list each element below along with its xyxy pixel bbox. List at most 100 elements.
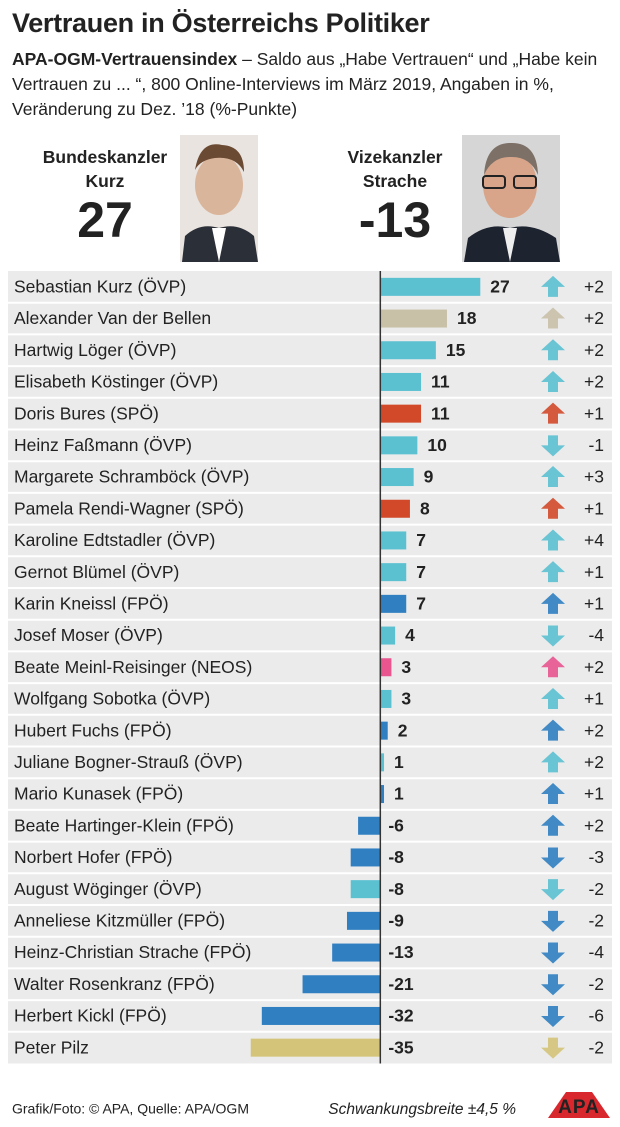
source: Grafik/Foto: © APA, Quelle: APA/OGM <box>12 1101 249 1117</box>
category-label: Peter Pilz <box>14 1037 89 1057</box>
change-label: +2 <box>584 340 604 360</box>
change-arrow <box>541 656 565 678</box>
plot-background <box>8 271 612 1064</box>
change-arrow <box>541 275 565 297</box>
logo-shape <box>548 1092 610 1118</box>
bar <box>380 563 407 582</box>
value-label: 7 <box>416 593 426 613</box>
category-label: Hartwig Löger (ÖVP) <box>14 340 176 360</box>
category-label: August Wöginger (ÖVP) <box>14 879 202 899</box>
change-arrow <box>541 497 565 519</box>
highlight-value: -13 <box>359 192 431 248</box>
change-arrow <box>541 307 565 329</box>
change-arrow <box>541 592 565 614</box>
category-label: Doris Bures (SPÖ) <box>14 403 159 423</box>
category-label: Pamela Rendi-Wagner (SPÖ) <box>14 498 244 518</box>
change-label: +2 <box>584 720 604 740</box>
value-label: -13 <box>388 942 414 962</box>
subtitle-text: – Saldo aus „Habe Vertrauen“ und „Habe k… <box>12 49 598 119</box>
bar <box>350 880 381 899</box>
value-label: 2 <box>398 720 408 740</box>
change-label: -3 <box>588 847 604 867</box>
value-label: 11 <box>431 372 450 392</box>
bar <box>380 372 422 391</box>
subtitle-lead: APA-OGM-Vertrauensindex <box>12 49 238 69</box>
bar <box>380 404 422 423</box>
value-label: -35 <box>388 1037 414 1057</box>
category-label: Beate Meinl-Reisinger (NEOS) <box>14 657 252 677</box>
change-label: +1 <box>584 593 604 613</box>
change-arrow <box>541 719 565 741</box>
change-label: +1 <box>584 784 604 804</box>
value-label: 27 <box>490 276 509 296</box>
bar <box>380 594 407 613</box>
change-arrow <box>541 339 565 361</box>
category-label: Juliane Bogner-Strauß (ÖVP) <box>14 752 243 772</box>
change-label: -2 <box>588 1037 604 1057</box>
bar <box>380 499 410 518</box>
change-label: +2 <box>584 657 604 677</box>
change-label: +2 <box>584 815 604 835</box>
change-label: +1 <box>584 403 604 423</box>
value-label: 4 <box>405 625 415 645</box>
note: Schwankungsbreite ±4,5 % <box>328 1101 516 1118</box>
value-label: -8 <box>388 879 404 899</box>
change-label: -4 <box>588 942 604 962</box>
change-label: +2 <box>584 308 604 328</box>
value-label: 7 <box>416 530 426 550</box>
bar <box>380 721 388 740</box>
change-label: +3 <box>584 467 604 487</box>
category-label: Walter Rosenkranz (FPÖ) <box>14 974 215 994</box>
change-arrow <box>541 751 565 773</box>
category-label: Beate Hartinger-Klein (FPÖ) <box>14 815 234 835</box>
change-arrow <box>541 466 565 488</box>
value-label: 1 <box>394 784 404 804</box>
change-arrow <box>541 974 565 996</box>
change-arrow <box>541 814 565 836</box>
photo-strache <box>462 135 560 262</box>
change-label: +1 <box>584 562 604 582</box>
change-label: -1 <box>588 435 604 455</box>
change-arrow <box>541 529 565 551</box>
value-label: 15 <box>446 340 466 360</box>
value-label: 7 <box>416 562 426 582</box>
change-label: +1 <box>584 689 604 709</box>
change-arrow <box>541 783 565 805</box>
chart-title: Vertrauen in Österreichs Politiker <box>12 8 430 38</box>
value-label: -8 <box>388 847 404 867</box>
bar <box>380 436 418 455</box>
value-label: 9 <box>424 467 434 487</box>
category-label: Sebastian Kurz (ÖVP) <box>14 276 186 296</box>
bar <box>380 658 392 677</box>
change-label: -2 <box>588 879 604 899</box>
bar <box>380 277 481 296</box>
value-label: 11 <box>431 403 450 423</box>
change-arrow <box>541 879 565 901</box>
value-label: 8 <box>420 498 430 518</box>
change-arrow <box>541 847 565 869</box>
category-label: Wolfgang Sobotka (ÖVP) <box>14 689 210 709</box>
bar <box>350 848 381 867</box>
bar <box>380 753 385 772</box>
category-label: Gernot Blümel (ÖVP) <box>14 562 179 582</box>
category-label: Heinz-Christian Strache (FPÖ) <box>14 942 251 962</box>
bar <box>380 785 385 804</box>
category-label: Alexander Van der Bellen <box>14 308 211 328</box>
change-label: +1 <box>584 498 604 518</box>
photo-kurz <box>180 135 258 262</box>
bar <box>261 1006 381 1025</box>
category-label: Anneliese Kitzmüller (FPÖ) <box>14 910 225 930</box>
logo: APA <box>558 1097 600 1118</box>
change-label: -2 <box>588 974 604 994</box>
bar <box>380 689 392 708</box>
bar <box>380 626 396 645</box>
change-arrow <box>541 1037 565 1059</box>
subtitle: APA-OGM-Vertrauensindex – Saldo aus „Hab… <box>12 47 608 122</box>
category-label: Margarete Schramböck (ÖVP) <box>14 467 249 487</box>
category-label: Elisabeth Köstinger (ÖVP) <box>14 372 218 392</box>
bar <box>380 468 414 487</box>
change-arrow <box>541 402 565 424</box>
highlight-label: Vizekanzler Strache <box>347 147 442 191</box>
change-arrow <box>541 910 565 932</box>
change-arrow <box>541 435 565 457</box>
